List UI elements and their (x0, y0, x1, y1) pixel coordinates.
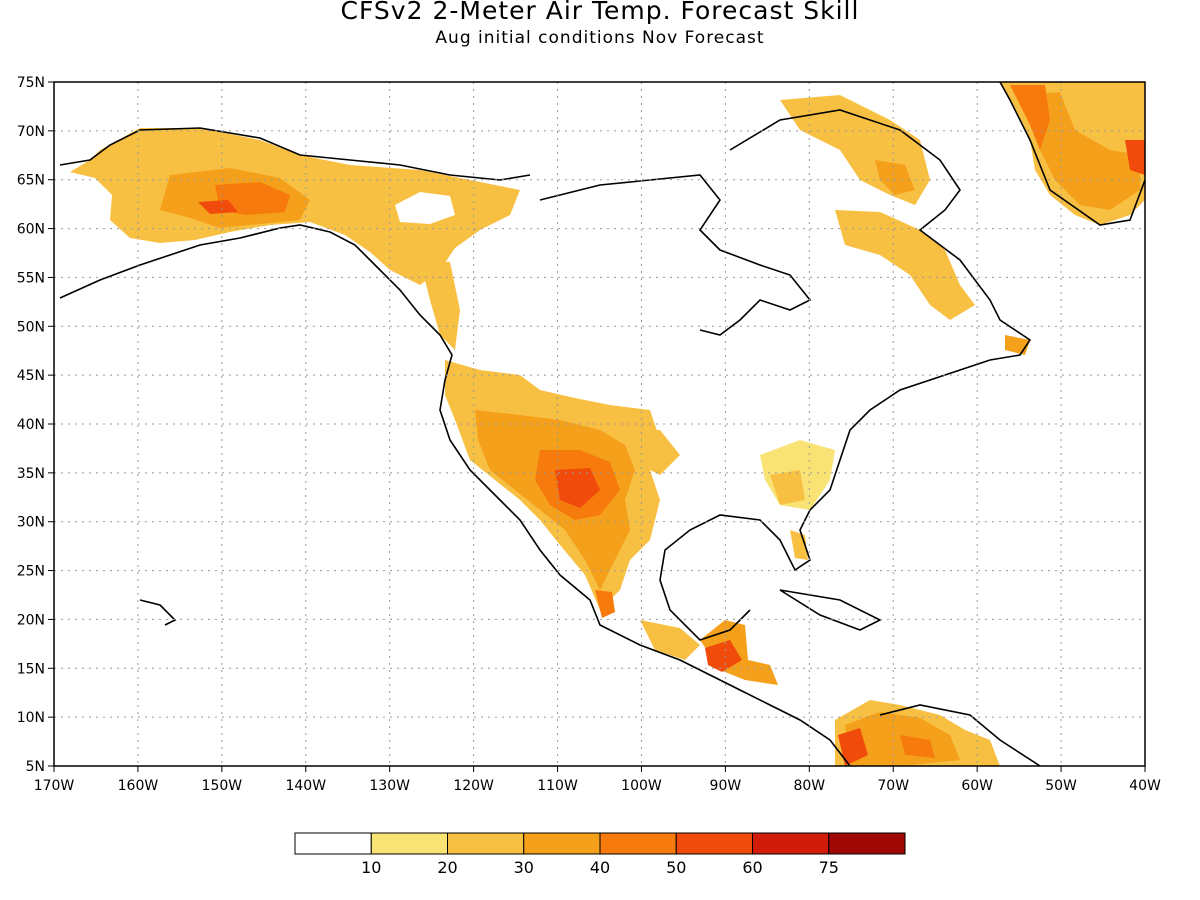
shade-texas (620, 430, 680, 475)
colorbar-swatch (523, 832, 601, 855)
x-tick-label: 170W (34, 778, 75, 794)
y-tick-label: 65N (17, 173, 45, 189)
colorbar-swatch (294, 832, 372, 855)
x-tick-label: 130W (369, 778, 410, 794)
chart-title: CFSv2 2-Meter Air Temp. Forecast Skill (340, 0, 860, 25)
shade-yukon-hole (395, 192, 455, 224)
colorbar-swatch (675, 832, 753, 855)
shade-mexico-south (640, 620, 700, 660)
x-tick-label: 90W (710, 778, 742, 794)
colorbar-label: 40 (590, 858, 610, 877)
colorbar-swatch (752, 832, 830, 855)
colorbar-swatch (828, 832, 906, 855)
gridlines (54, 82, 1145, 766)
y-tick-label: 40N (17, 417, 45, 433)
y-tick-label: 75N (17, 75, 45, 91)
shade-sa-40 (900, 735, 935, 758)
x-tick-label: 100W (621, 778, 662, 794)
x-tick-label: 80W (793, 778, 825, 794)
shade-greenland-40 (1010, 85, 1050, 150)
colorbar-label: 30 (514, 858, 534, 877)
shade-greenland-30 (1020, 92, 1140, 210)
colorbar-label: 60 (742, 858, 762, 877)
y-tick-label: 30N (17, 515, 45, 531)
x-tick-label: 110W (537, 778, 578, 794)
colorbar-label: 20 (437, 858, 457, 877)
x-tick-label: 140W (285, 778, 326, 794)
y-tick-label: 15N (17, 661, 45, 677)
y-tick-label: 10N (17, 710, 45, 726)
shade-alaska-core (215, 182, 290, 215)
y-tick-label: 45N (17, 368, 45, 384)
shade-baffin-30 (875, 160, 915, 195)
x-tick-label: 60W (961, 778, 993, 794)
plot-frame (53, 81, 1146, 767)
colorbar: 10 20 30 40 50 60 75 (294, 832, 906, 877)
shade-sw-50 (555, 468, 600, 508)
y-tick-label: 25N (17, 564, 45, 580)
y-tick-label: 60N (17, 222, 45, 238)
colorbar-swatch (370, 832, 448, 855)
x-tick-label: 120W (453, 778, 494, 794)
colorbar-label: 10 (361, 858, 381, 877)
axis-ticks: 170W 160W 150W 140W 130W 120W 110W 100W 90W 80W 70… (17, 75, 1161, 794)
chart-subtitle: Aug initial conditions Nov Forecast (435, 28, 765, 48)
shade-bc (420, 260, 460, 350)
y-tick-label: 35N (17, 466, 45, 482)
shade-mexico-west (595, 590, 615, 618)
y-tick-label: 20N (17, 612, 45, 628)
colorbar-swatch (447, 832, 525, 855)
y-tick-label: 70N (17, 124, 45, 140)
x-tick-label: 40W (1129, 778, 1161, 794)
colorbar-label: 50 (666, 858, 686, 877)
x-tick-label: 160W (118, 778, 159, 794)
shade-quebec (835, 210, 975, 320)
shade-florida (790, 530, 808, 560)
x-tick-label: 50W (1045, 778, 1077, 794)
shade-guatemala (705, 640, 742, 672)
y-tick-label: 50N (17, 319, 45, 335)
shade-se-us-20 (770, 470, 805, 505)
y-tick-label: 5N (26, 759, 45, 775)
shade-alaska-hot (198, 200, 238, 214)
colorbar-label: 75 (819, 858, 839, 877)
x-tick-label: 150W (202, 778, 243, 794)
shade-sa-50 (838, 728, 868, 766)
y-tick-label: 55N (17, 270, 45, 286)
x-tick-label: 70W (877, 778, 909, 794)
coastlines (59, 82, 1145, 766)
shade-greenland-east (1125, 140, 1145, 175)
colorbar-swatch (599, 832, 677, 855)
